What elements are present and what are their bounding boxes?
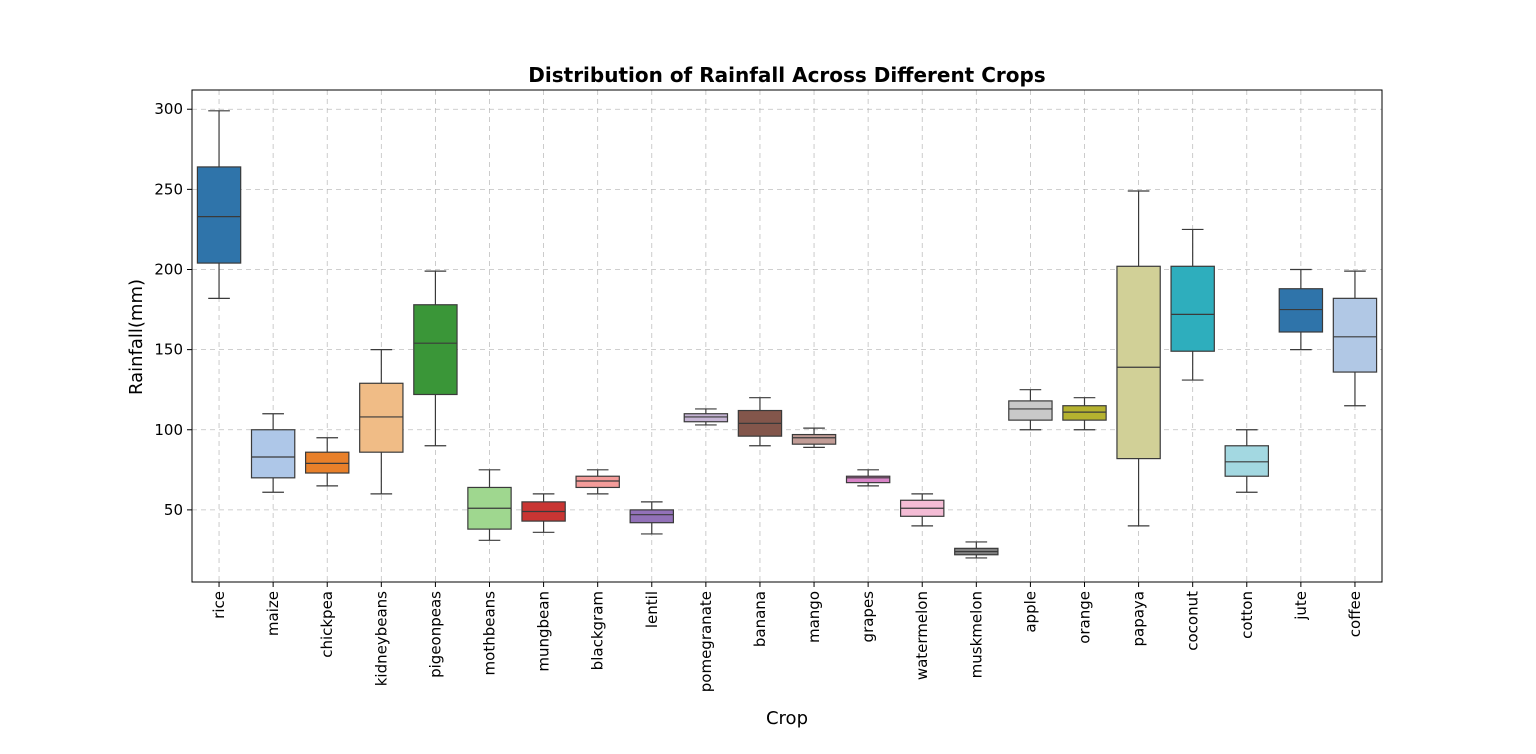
iqr-box [250,429,296,479]
iqr-box [1278,288,1324,333]
x-tick-label-orange: orange [1076,591,1094,644]
box-rice [196,110,242,299]
x-tick-label-lentil: lentil [643,591,661,628]
y-tick-label: 250 [154,180,183,198]
box-blackgram [575,469,620,495]
box-cotton [1224,429,1270,493]
x-tick-label-grapes: grapes [859,591,877,643]
y-axis: 50 100 150 200 250 300 [154,100,192,519]
x-tick-label-papaya: papaya [1130,591,1148,647]
box-muskmelon [954,541,999,559]
box-jute [1278,268,1324,351]
x-tick-label-muskmelon: muskmelon [967,591,985,678]
box-banana [737,397,783,447]
box-mothbeans [467,469,512,541]
iqr-box [1062,405,1107,421]
iqr-box [304,451,350,474]
iqr-box [575,475,620,489]
box-mungbean [521,493,566,533]
y-tick-label: 150 [154,341,183,359]
x-tick-label-mungbean: mungbean [535,591,553,672]
x-tick-label-banana: banana [751,591,769,647]
box-layer [196,110,1378,559]
x-tick-label-coffee: coffee [1346,591,1364,637]
iqr-box [791,433,837,445]
iqr-box [1116,265,1161,460]
x-tick-label-jute: jute [1292,591,1310,621]
iqr-box [1224,445,1270,477]
box-pigeonpeas [413,270,458,447]
x-tick-label-chickpea: chickpea [318,591,336,658]
x-tick-label-rice: rice [210,591,228,619]
box-maize [250,413,296,493]
x-tick-label-cotton: cotton [1238,591,1256,639]
x-tick-label-pomegranate: pomegranate [697,591,715,692]
x-tick-label-watermelon: watermelon [913,591,931,680]
plot-frame [191,89,1383,583]
x-tick-label-apple: apple [1021,591,1039,633]
iqr-box [1332,297,1378,373]
iqr-box [683,413,729,423]
y-tick-label: 50 [164,501,183,519]
grid-layer [192,90,1382,582]
iqr-box [359,382,404,453]
y-axis-label: Rainfall(mm) [126,279,147,395]
chart-title: Distribution of Rainfall Across Differen… [528,63,1045,87]
x-axis-label: Crop [766,708,808,729]
box-watermelon [899,493,945,527]
box-kidneybeans [359,349,404,495]
iqr-box [845,475,891,484]
x-tick-label-kidneybeans: kidneybeans [372,591,390,686]
box-mango [791,427,837,448]
x-tick-label-mango: mango [805,591,823,643]
x-tick-label-mothbeans: mothbeans [481,591,499,676]
iqr-box [1008,400,1053,421]
x-tick-label-pigeonpeas: pigeonpeas [426,591,444,678]
box-chickpea [304,437,350,487]
box-coconut [1170,228,1215,381]
y-tick-label: 200 [154,260,183,278]
iqr-box [196,166,242,264]
box-grapes [845,469,891,487]
x-tick-label-maize: maize [264,591,282,636]
y-tick-label: 300 [154,100,183,118]
box-orange [1062,397,1107,431]
box-papaya [1116,190,1161,527]
box-coffee [1332,270,1378,407]
box-apple [1008,389,1053,431]
x-tick-label-blackgram: blackgram [589,591,607,670]
y-tick-label: 100 [154,421,183,439]
x-axis: rice maize chickpea kidneybeans pigeonpeas mo… [210,582,1364,692]
iqr-box [413,304,458,396]
box-pomegranate [683,408,729,426]
x-tick-label-coconut: coconut [1184,591,1202,651]
iqr-box [629,509,675,524]
iqr-box [1170,265,1215,352]
box-lentil [629,501,675,535]
